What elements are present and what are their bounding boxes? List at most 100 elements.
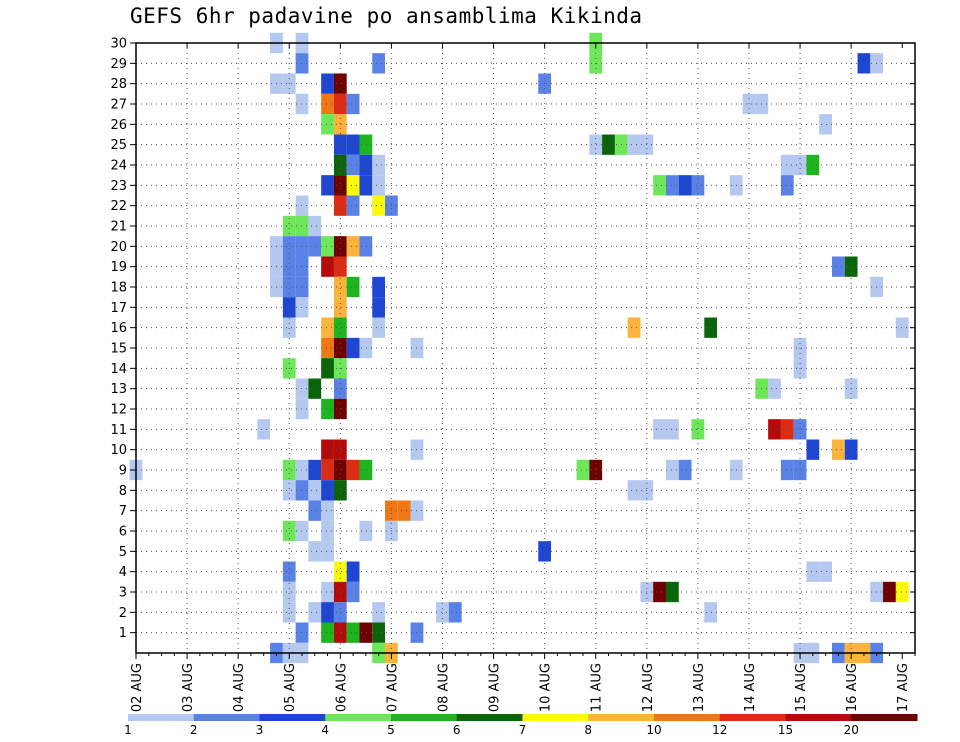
heatmap-cell bbox=[346, 561, 360, 582]
y-tick-label: 15 bbox=[110, 342, 127, 357]
x-tick-label: 05 AUG bbox=[283, 663, 298, 712]
colorbar-segment bbox=[851, 714, 918, 721]
colorbar-segment bbox=[193, 714, 260, 721]
x-tick-label: 03 AUG bbox=[181, 663, 196, 712]
heatmap-cell bbox=[295, 195, 309, 216]
heatmap-cell bbox=[321, 480, 334, 501]
y-tick-label: 3 bbox=[119, 586, 127, 601]
heatmap-cell bbox=[308, 602, 322, 623]
heatmap-cell bbox=[627, 317, 641, 338]
heatmap-cell bbox=[333, 317, 347, 338]
heatmap-cell bbox=[359, 337, 373, 359]
colorbar-label: 4 bbox=[321, 723, 329, 737]
heatmap-cell bbox=[308, 500, 322, 521]
heatmap-cell bbox=[372, 175, 386, 196]
heatmap-cell bbox=[346, 276, 360, 298]
y-tick-label: 11 bbox=[110, 423, 127, 438]
y-tick-label: 30 bbox=[110, 37, 127, 52]
heatmap-cell bbox=[346, 134, 360, 155]
heatmap-cell bbox=[333, 480, 347, 501]
heatmap-cell bbox=[359, 520, 373, 542]
heatmap-cell bbox=[793, 337, 807, 359]
x-tick-label: 09 AUG bbox=[488, 663, 503, 712]
x-tick-label: 13 AUG bbox=[692, 663, 707, 712]
x-tick-label: 15 AUG bbox=[794, 663, 809, 712]
heatmap-cell bbox=[308, 378, 322, 399]
heatmap-cell bbox=[295, 378, 309, 399]
y-tick-label: 10 bbox=[110, 443, 127, 458]
heatmap-cell bbox=[372, 602, 386, 623]
heatmap-cell bbox=[678, 459, 692, 481]
heatmap-cell bbox=[282, 276, 296, 298]
heatmap-cell bbox=[806, 439, 820, 460]
heatmap-cell bbox=[346, 337, 360, 359]
y-tick-label: 4 bbox=[119, 565, 127, 580]
x-tick-label: 06 AUG bbox=[334, 663, 349, 712]
heatmap-cell bbox=[333, 114, 347, 135]
heatmap-cell bbox=[793, 419, 807, 440]
heatmap-cell bbox=[333, 561, 347, 582]
y-tick-label: 28 bbox=[110, 77, 127, 92]
y-tick-label: 19 bbox=[110, 260, 127, 275]
heatmap-cell bbox=[333, 581, 347, 603]
heatmap-cell bbox=[627, 134, 641, 155]
heatmap-cell bbox=[372, 622, 386, 643]
y-tick-label: 14 bbox=[110, 362, 127, 377]
heatmap-cell bbox=[793, 154, 807, 176]
heatmap-cell bbox=[372, 53, 386, 74]
y-tick-label: 9 bbox=[119, 464, 127, 479]
heatmap-cell bbox=[282, 236, 296, 257]
heatmap-cell bbox=[372, 297, 386, 318]
colorbar-segment bbox=[719, 714, 786, 721]
heatmap-cell bbox=[589, 134, 603, 155]
heatmap-cell bbox=[321, 581, 334, 603]
heatmap-cell bbox=[359, 175, 373, 196]
heatmap-cell bbox=[295, 480, 309, 501]
y-tick-label: 17 bbox=[110, 301, 127, 316]
axes: 1234567891011121314151617181920212223242… bbox=[110, 37, 916, 712]
colorbar-label: 8 bbox=[584, 723, 592, 737]
heatmap-cell bbox=[282, 561, 296, 582]
heatmap-cell bbox=[895, 581, 909, 603]
colorbar-segment bbox=[325, 714, 392, 721]
heatmap-cell bbox=[372, 276, 386, 298]
heatmap-cell bbox=[359, 459, 373, 481]
heatmap-cell bbox=[295, 622, 309, 643]
heatmap-cell bbox=[346, 622, 360, 643]
heatmap-cell bbox=[308, 459, 322, 481]
y-tick-label: 13 bbox=[110, 382, 127, 397]
heatmap-cell bbox=[436, 602, 449, 623]
heatmap-cell bbox=[665, 459, 679, 481]
heatmap-cell bbox=[780, 419, 794, 440]
heatmap-cell bbox=[333, 154, 347, 176]
heatmap-cell bbox=[857, 53, 871, 74]
heatmap-cell bbox=[321, 541, 334, 562]
heatmap-cell bbox=[589, 459, 603, 481]
y-tick-label: 20 bbox=[110, 240, 127, 255]
heatmap-cell bbox=[665, 581, 679, 603]
heatmap-cell bbox=[295, 459, 309, 481]
colorbar-segment bbox=[588, 714, 655, 721]
x-tick-label: 07 AUG bbox=[385, 663, 400, 712]
heatmap-cell bbox=[282, 317, 296, 338]
heatmap-cell bbox=[321, 398, 334, 420]
grid-lines bbox=[136, 42, 915, 653]
heatmap-cell bbox=[333, 622, 347, 643]
chart-title: GEFS 6hr padavine po ansamblima Kikinda bbox=[130, 4, 643, 28]
heatmap-cell bbox=[308, 541, 322, 562]
y-tick-label: 2 bbox=[119, 606, 127, 621]
heatmap-cell bbox=[831, 256, 845, 277]
heatmap-cell bbox=[295, 297, 309, 318]
heatmap-cell bbox=[372, 154, 386, 176]
y-tick-label: 27 bbox=[110, 98, 127, 113]
heatmap-cell bbox=[359, 236, 373, 257]
y-tick-label: 21 bbox=[110, 220, 127, 235]
heatmap-cell bbox=[333, 602, 347, 623]
colorbar-label: 2 bbox=[190, 723, 198, 737]
colorbar-label: 3 bbox=[256, 723, 264, 737]
heatmap-cell bbox=[308, 236, 322, 257]
heatmap-cell bbox=[359, 622, 373, 643]
colorbar-label: 15 bbox=[778, 723, 793, 737]
heatmap-cell bbox=[372, 195, 386, 216]
heatmap-cell bbox=[780, 175, 794, 196]
